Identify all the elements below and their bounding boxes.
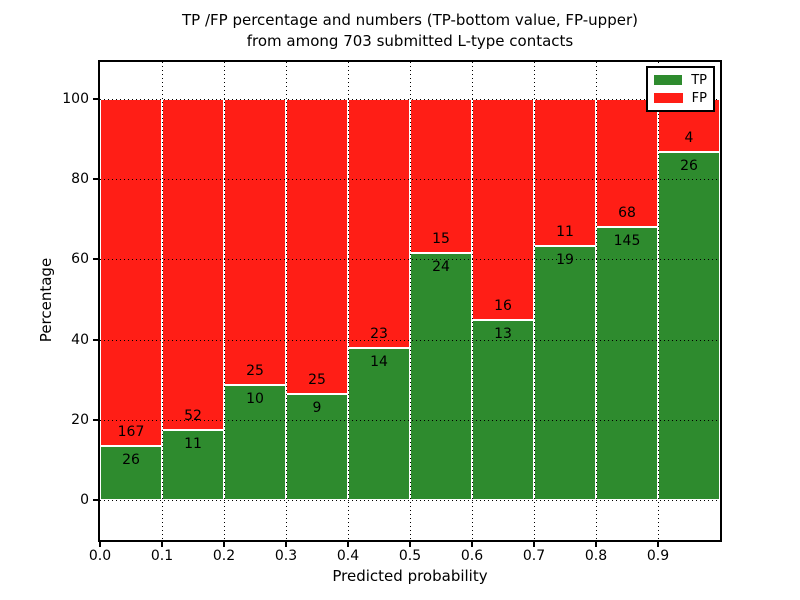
bar-count-label-fp: 167 bbox=[117, 423, 145, 440]
bar-count-label-fp: 15 bbox=[432, 231, 450, 248]
chart-title: TP /FP percentage and numbers (TP-bottom… bbox=[100, 10, 720, 52]
bar-segment-tp bbox=[596, 227, 658, 500]
y-tick-label: 0 bbox=[80, 492, 89, 508]
x-tick-label: 0.9 bbox=[646, 548, 670, 564]
bar-segment-fp bbox=[224, 99, 286, 386]
x-tick-mark bbox=[285, 542, 287, 547]
x-tick-mark bbox=[533, 542, 535, 547]
bar-count-label-tp: 26 bbox=[680, 158, 698, 175]
x-tick-mark bbox=[471, 542, 473, 547]
x-tick-label: 0.7 bbox=[522, 548, 546, 564]
plot-area: TP FP 167 26 52 11 25 10 25 9 23 14 15 24 16 13 11 19 68… bbox=[100, 62, 720, 540]
bar-segment-fp bbox=[348, 99, 410, 349]
legend-label-fp: FP bbox=[691, 90, 707, 106]
x-tick-label: 0.3 bbox=[274, 548, 298, 564]
bar-count-label-tp: 9 bbox=[312, 399, 322, 416]
bar-segment-fp bbox=[162, 99, 224, 430]
legend-item-tp: TP bbox=[654, 74, 707, 87]
legend-swatch-tp bbox=[654, 75, 683, 85]
y-tick-mark bbox=[93, 98, 98, 100]
bar-segment-tp bbox=[658, 152, 720, 500]
x-tick-label: 0.4 bbox=[336, 548, 360, 564]
legend-label-tp: TP bbox=[691, 72, 707, 88]
y-tick-label: 60 bbox=[71, 251, 89, 268]
x-tick-mark bbox=[99, 542, 101, 547]
y-tick-label: 100 bbox=[62, 91, 89, 107]
y-tick-label: 80 bbox=[71, 171, 89, 188]
y-axis-label: Percentage bbox=[37, 257, 55, 343]
bar-count-label-tp: 26 bbox=[122, 451, 140, 468]
bar-count-label-fp: 11 bbox=[556, 224, 574, 241]
x-tick-mark bbox=[223, 542, 225, 547]
x-tick-label: 0.5 bbox=[398, 548, 422, 564]
y-tick-label: 40 bbox=[71, 331, 89, 348]
bar-segment-tp bbox=[100, 445, 162, 500]
chart-title-line2: from among 703 submitted L-type contacts bbox=[246, 32, 574, 50]
gridline-vertical bbox=[162, 62, 163, 540]
gridline-vertical bbox=[410, 62, 411, 540]
x-tick-mark bbox=[657, 542, 659, 547]
legend: TP FP bbox=[646, 66, 715, 112]
bar-count-label-fp: 4 bbox=[684, 130, 694, 147]
x-tick-label: 0.0 bbox=[88, 548, 112, 564]
bar-count-label-tp: 24 bbox=[432, 259, 450, 276]
bar-count-label-tp: 14 bbox=[370, 354, 388, 371]
y-tick-label: 20 bbox=[71, 411, 89, 428]
bar-segment-fp bbox=[410, 99, 472, 254]
y-tick-mark bbox=[93, 499, 98, 501]
bar-count-label-fp: 25 bbox=[308, 371, 326, 388]
x-tick-label: 0.2 bbox=[212, 548, 236, 564]
bar-segment-tp bbox=[162, 429, 224, 500]
y-tick-mark bbox=[93, 338, 98, 341]
legend-item-fp: FP bbox=[654, 92, 707, 105]
gridline-vertical bbox=[534, 62, 535, 540]
y-tick-mark bbox=[93, 178, 98, 181]
y-tick-mark bbox=[93, 418, 98, 421]
bar-count-label-tp: 10 bbox=[246, 391, 264, 408]
chart-title-line1: TP /FP percentage and numbers (TP-bottom… bbox=[182, 11, 638, 29]
gridline-vertical bbox=[658, 62, 659, 540]
bar-count-label-fp: 25 bbox=[246, 363, 264, 380]
bar-count-label-tp: 145 bbox=[613, 233, 641, 250]
bar-segment-tp bbox=[472, 320, 534, 500]
x-axis-label: Predicted probability bbox=[332, 567, 488, 585]
x-tick-mark bbox=[161, 542, 163, 547]
x-tick-mark bbox=[347, 542, 349, 547]
bar-segment-fp bbox=[100, 99, 162, 446]
gridline-vertical bbox=[224, 62, 225, 540]
x-tick-mark bbox=[595, 542, 597, 547]
x-tick-label: 0.1 bbox=[150, 548, 174, 564]
bar-count-label-fp: 16 bbox=[494, 298, 512, 315]
y-tick-mark bbox=[93, 258, 98, 261]
bar-count-label-tp: 11 bbox=[184, 435, 202, 452]
x-tick-label: 0.8 bbox=[584, 548, 608, 564]
x-tick-label: 0.6 bbox=[460, 548, 484, 564]
legend-swatch-fp bbox=[654, 93, 683, 103]
gridline-vertical bbox=[472, 62, 473, 540]
bar-segment-tp bbox=[348, 348, 410, 500]
bar-segment-fp bbox=[472, 99, 534, 321]
gridline-vertical bbox=[348, 62, 349, 540]
bar-segment-tp bbox=[534, 246, 596, 500]
bar-count-label-fp: 23 bbox=[370, 326, 388, 343]
bar-segment-fp bbox=[286, 99, 348, 394]
bar-count-label-tp: 13 bbox=[494, 326, 512, 343]
bar-count-label-fp: 52 bbox=[184, 407, 202, 424]
bar-segment-tp bbox=[286, 393, 348, 500]
gridline-vertical bbox=[596, 62, 597, 540]
bar-segment-tp bbox=[410, 253, 472, 500]
bar-count-label-tp: 19 bbox=[556, 252, 574, 269]
x-tick-mark bbox=[409, 542, 411, 547]
gridline-vertical bbox=[286, 62, 287, 540]
bar-count-label-fp: 68 bbox=[618, 205, 636, 222]
